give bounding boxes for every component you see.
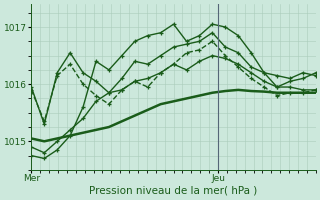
X-axis label: Pression niveau de la mer( hPa ): Pression niveau de la mer( hPa ) xyxy=(90,186,258,196)
